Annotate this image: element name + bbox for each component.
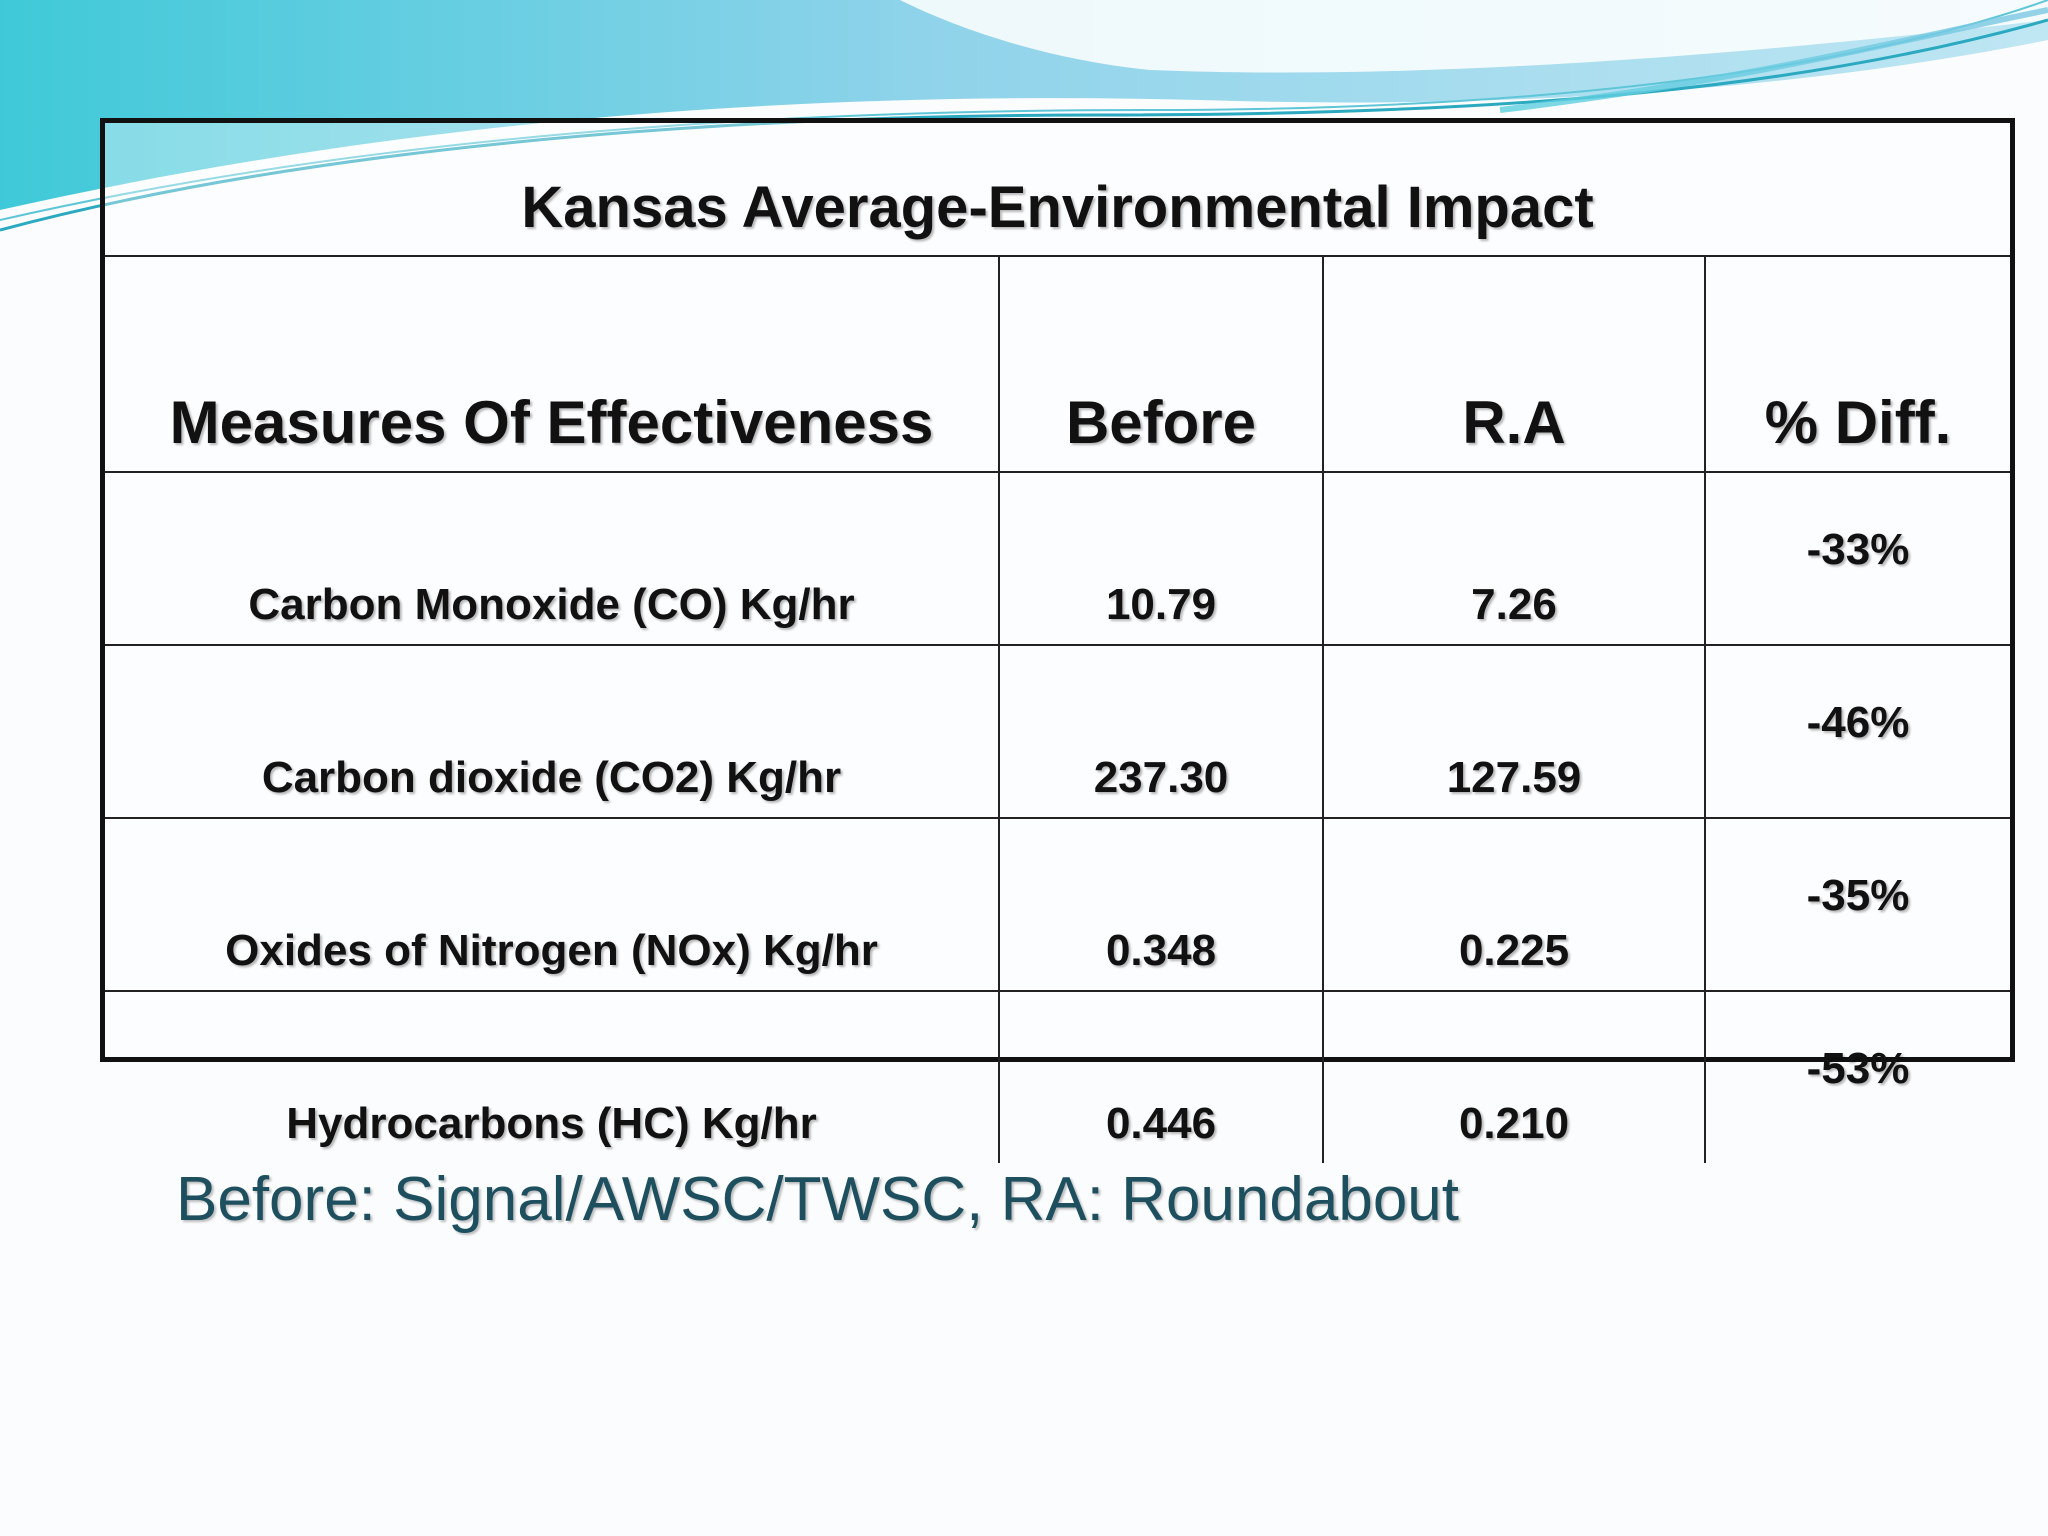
table-row: Carbon dioxide (CO2) Kg/hr 237.30 127.59… [105, 644, 2011, 819]
measure-cell: Oxides of Nitrogen (NOx) Kg/hr [105, 817, 1000, 992]
table-header-row: Measures Of Effectiveness Before R.A % D… [105, 255, 2011, 473]
before-cell: 237.30 [998, 644, 1324, 819]
table-title-row: Kansas Average-Environmental Impact [105, 123, 2011, 257]
before-cell: 10.79 [998, 471, 1324, 646]
header-ra: R.A [1322, 255, 1706, 473]
ra-cell: 127.59 [1322, 644, 1706, 819]
footnote-legend: Before: Signal/AWSC/TWSC, RA: Roundabout [176, 1165, 1460, 1234]
table-row: Carbon Monoxide (CO) Kg/hr 10.79 7.26 -3… [105, 471, 2011, 646]
diff-cell: -33% [1703, 471, 2011, 646]
before-cell: 0.348 [998, 817, 1324, 992]
diff-cell: -35% [1703, 817, 2011, 992]
diff-cell: -53% [1703, 990, 2011, 1163]
environmental-impact-table: Kansas Average-Environmental Impact Meas… [100, 118, 2015, 1163]
header-measures: Measures Of Effectiveness [105, 255, 1000, 473]
header-before: Before [998, 255, 1324, 473]
table-row: Oxides of Nitrogen (NOx) Kg/hr 0.348 0.2… [105, 817, 2011, 992]
before-cell: 0.446 [998, 990, 1324, 1163]
diff-cell: -46% [1703, 644, 2011, 819]
table-row: Hydrocarbons (HC) Kg/hr 0.446 0.210 -53% [105, 990, 2011, 1163]
measure-cell: Carbon dioxide (CO2) Kg/hr [105, 644, 1000, 819]
ra-cell: 7.26 [1322, 471, 1706, 646]
impact-table-grid: Kansas Average-Environmental Impact Meas… [105, 123, 2011, 1163]
ra-cell: 0.210 [1322, 990, 1706, 1163]
header-diff: % Diff. [1703, 255, 2011, 473]
measure-cell: Hydrocarbons (HC) Kg/hr [105, 990, 1000, 1163]
table-title: Kansas Average-Environmental Impact [105, 123, 2011, 257]
measure-cell: Carbon Monoxide (CO) Kg/hr [105, 471, 1000, 646]
ra-cell: 0.225 [1322, 817, 1706, 992]
